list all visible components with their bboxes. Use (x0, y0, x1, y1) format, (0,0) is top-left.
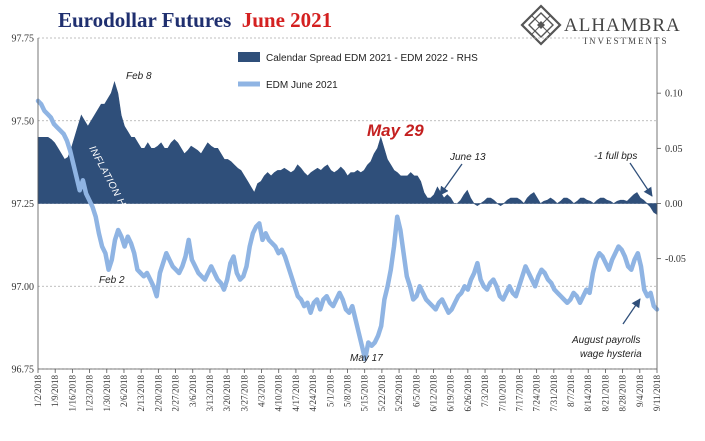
right-tick-label: 0.10 (665, 89, 683, 100)
arrow-full-bps (629, 162, 653, 197)
annotation-payrolls-line1: August payrolls (571, 335, 640, 346)
x-tick-label: 6/26/2018 (463, 375, 473, 412)
x-tick-label: 3/27/2018 (239, 375, 249, 412)
annotation-full-bps: -1 full bps (594, 151, 637, 162)
x-tick-label: 7/24/2018 (532, 375, 542, 412)
x-tick-label: 4/10/2018 (274, 375, 284, 412)
right-tick-label: 0.00 (665, 199, 683, 210)
arrow-june13 (439, 163, 463, 196)
left-tick-label: 97.25 (12, 199, 35, 210)
x-tick-label: 1/2/2018 (33, 375, 43, 408)
x-tick-label: 3/6/2018 (188, 375, 198, 408)
x-tick-label: 3/13/2018 (205, 375, 215, 412)
annotation-may29: May 29 (367, 121, 424, 140)
x-tick-label: 1/16/2018 (67, 375, 77, 412)
x-tick-label: 2/13/2018 (136, 375, 146, 412)
left-tick-label: 96.75 (12, 365, 35, 376)
x-axis-ticks: 1/2/2018 1/9/2018 1/16/2018 1/23/2018 1/30/2… (33, 369, 662, 412)
x-tick-label: 8/21/2018 (600, 375, 610, 412)
x-tick-label: 2/6/2018 (119, 375, 129, 408)
spread-area-layer (37, 81, 658, 216)
title-highlight: June 2021 (242, 8, 332, 32)
annotations: Feb 8 Feb 2 May 29 May 17 June 13 -1 ful… (86, 71, 653, 364)
left-tick-label: 97.00 (12, 282, 35, 293)
arrow-payrolls (622, 298, 641, 325)
x-tick-label: 9/4/2018 (635, 375, 645, 408)
x-tick-label: 6/5/2018 (411, 375, 421, 408)
left-tick-label: 97.75 (12, 34, 35, 45)
x-tick-label: 7/3/2018 (480, 375, 490, 408)
title-main: Eurodollar Futures (58, 8, 231, 32)
legend-label-edm: EDM June 2021 (266, 80, 338, 91)
diamond-lattice-icon (520, 4, 562, 46)
x-tick-label: 5/1/2018 (325, 375, 335, 408)
right-tick-label: 0.05 (665, 144, 683, 155)
legend: Calendar Spread EDM 2021 - EDM 2022 - RH… (238, 52, 478, 91)
left-tick-label: 97.50 (12, 116, 35, 127)
left-axis-ticks: 97.75 97.50 97.25 97.00 96.75 (12, 34, 35, 376)
x-tick-label: 8/14/2018 (583, 375, 593, 412)
x-tick-label: 6/19/2018 (446, 375, 456, 412)
x-tick-label: 2/27/2018 (171, 375, 181, 412)
logo-subtitle: INVESTMENTS (584, 36, 669, 46)
x-tick-label: 4/24/2018 (308, 375, 318, 412)
x-tick-label: 2/20/2018 (153, 375, 163, 412)
x-tick-label: 7/17/2018 (514, 375, 524, 412)
edm-line-layer (35, 98, 660, 362)
x-tick-label: 3/20/2018 (222, 375, 232, 412)
annotation-payrolls-line2: wage hysteria (580, 349, 642, 360)
logo: ALHAMBRA INVESTMENTS (520, 4, 681, 46)
x-tick-label: 8/7/2018 (566, 375, 576, 408)
spread-area (37, 81, 658, 216)
edm-line (35, 98, 660, 362)
annotation-feb8: Feb 8 (126, 71, 152, 82)
x-tick-label: 5/8/2018 (343, 375, 353, 408)
right-tick-label: -0.05 (665, 254, 686, 265)
x-tick-label: 4/3/2018 (257, 375, 267, 408)
x-tick-label: 9/11/2018 (652, 375, 662, 412)
x-tick-label: 8/28/2018 (618, 375, 628, 412)
chart-title: Eurodollar Futures June 2021 (58, 8, 332, 32)
x-tick-label: 7/10/2018 (497, 375, 507, 412)
x-tick-label: 7/31/2018 (549, 375, 559, 412)
logo-name: ALHAMBRA (564, 15, 681, 36)
x-tick-label: 5/22/2018 (377, 375, 387, 412)
legend-label-spread: Calendar Spread EDM 2021 - EDM 2022 - RH… (266, 53, 478, 64)
x-tick-label: 5/15/2018 (360, 375, 370, 412)
x-tick-label: 1/9/2018 (50, 375, 60, 408)
x-tick-label: 5/29/2018 (394, 375, 404, 412)
x-tick-label: 1/23/2018 (85, 375, 95, 412)
annotation-june13: June 13 (449, 152, 486, 163)
annotation-feb2: Feb 2 (99, 275, 125, 286)
x-tick-label: 6/12/2018 (429, 375, 439, 412)
x-tick-label: 4/17/2018 (291, 375, 301, 412)
annotation-may17: May 17 (350, 353, 383, 364)
legend-swatch-spread (238, 52, 260, 62)
x-tick-label: 1/30/2018 (102, 375, 112, 412)
right-axis-ticks: 0.10 0.05 0.00 -0.05 (657, 89, 686, 265)
